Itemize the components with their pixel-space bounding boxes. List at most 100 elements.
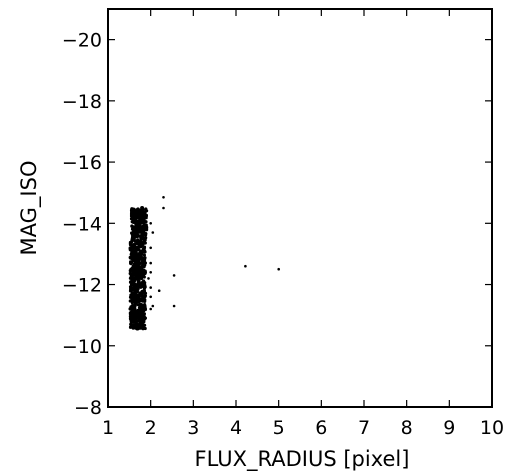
cluster-density-point bbox=[129, 256, 133, 260]
cluster-density-point bbox=[139, 311, 143, 315]
cluster-density-point bbox=[144, 214, 148, 218]
cluster-density-point bbox=[131, 326, 135, 330]
cluster-density-point bbox=[141, 327, 145, 331]
cluster-density-point bbox=[137, 267, 141, 271]
x-axis-ticks: 1 2 3 4 5 6 7 8 9 10 bbox=[102, 9, 504, 439]
cluster-density-point bbox=[131, 254, 135, 259]
outlier-point bbox=[149, 246, 152, 250]
cluster-density-point bbox=[140, 220, 144, 225]
x-tick-label: 1 bbox=[102, 417, 114, 439]
cluster-density-point bbox=[140, 234, 144, 238]
x-tick-label: 2 bbox=[145, 417, 157, 439]
cluster-density-point bbox=[141, 231, 145, 235]
cluster-density-point bbox=[133, 317, 138, 321]
cluster-density-point bbox=[142, 309, 146, 313]
cluster-density-point bbox=[142, 304, 147, 308]
cluster-density-point bbox=[143, 249, 147, 253]
outlier-point bbox=[149, 295, 152, 299]
y-axis-ticks: −20 −18 −16 −14 −12 −10 −8 bbox=[62, 30, 492, 419]
cluster-density-point bbox=[132, 323, 136, 327]
x-axis-label: FLUX_RADIUS [pixel] bbox=[195, 447, 410, 472]
x-tick-label: 6 bbox=[315, 417, 327, 439]
cluster-density-point bbox=[132, 226, 136, 231]
cluster-density-point bbox=[130, 268, 134, 272]
cluster-density-point bbox=[129, 261, 133, 265]
cluster-density-point bbox=[131, 229, 136, 234]
outlier-point bbox=[172, 274, 176, 277]
outlier-point bbox=[162, 196, 165, 199]
outlier-point bbox=[277, 267, 281, 271]
cluster-density-point bbox=[136, 238, 140, 242]
data-points bbox=[128, 196, 281, 331]
y-tick-label: −12 bbox=[62, 275, 102, 297]
cluster-density-point bbox=[141, 260, 145, 264]
cluster-density-point bbox=[136, 273, 140, 277]
cluster-density-point bbox=[134, 285, 138, 289]
cluster-density-point bbox=[143, 241, 147, 245]
cluster-density-point bbox=[134, 222, 138, 226]
cluster-density-point bbox=[132, 250, 136, 255]
cluster-density-point bbox=[131, 305, 135, 309]
cluster-density-point bbox=[129, 321, 133, 325]
x-tick-label: 10 bbox=[480, 417, 504, 439]
cluster-density-point bbox=[135, 289, 139, 294]
cluster-density-point bbox=[136, 254, 140, 259]
cluster-density-point bbox=[130, 247, 134, 251]
cluster-density-point bbox=[139, 208, 143, 213]
cluster-density-point bbox=[140, 243, 144, 247]
plot-area-border bbox=[107, 8, 493, 408]
cluster-density-point bbox=[135, 214, 139, 219]
outlier-point bbox=[244, 264, 247, 268]
cluster-density-point bbox=[135, 297, 139, 301]
cluster-density-point bbox=[133, 239, 137, 243]
cluster-density-point bbox=[133, 258, 137, 262]
cluster-density-point bbox=[136, 281, 140, 285]
cluster-density-point bbox=[131, 291, 135, 295]
cluster-density-point bbox=[136, 293, 140, 297]
cluster-density-point bbox=[142, 298, 146, 303]
cluster-density-point bbox=[138, 291, 142, 295]
cluster-density-point bbox=[143, 238, 147, 242]
y-tick-label: −20 bbox=[62, 30, 102, 52]
outlier-point bbox=[149, 271, 152, 274]
cluster-density-point bbox=[137, 306, 142, 310]
x-tick-label: 5 bbox=[273, 417, 285, 439]
cluster-density-point bbox=[128, 271, 132, 276]
outlier-point bbox=[147, 277, 150, 280]
outlier-point bbox=[151, 304, 155, 308]
cluster-density-point bbox=[144, 233, 148, 237]
cluster-density-point bbox=[136, 247, 140, 251]
cluster-density-point bbox=[139, 277, 143, 281]
cluster-density-point bbox=[132, 210, 136, 214]
outlier-point bbox=[149, 222, 152, 225]
outlier-point bbox=[162, 206, 165, 210]
cluster-density-point bbox=[129, 325, 133, 329]
cluster-density-point bbox=[140, 297, 144, 301]
cluster-density-point bbox=[138, 254, 142, 258]
cluster-density-point bbox=[129, 289, 133, 293]
x-tick-label: 8 bbox=[401, 417, 413, 439]
cluster-density-point bbox=[142, 288, 146, 292]
plot-frame bbox=[107, 8, 493, 408]
cluster-density-point bbox=[143, 210, 147, 214]
y-tick-label: −14 bbox=[62, 213, 102, 235]
cluster-density-point bbox=[142, 245, 147, 249]
cluster-density-point bbox=[128, 316, 133, 320]
outlier-point bbox=[151, 231, 155, 234]
cluster-density-point bbox=[137, 309, 142, 313]
cluster-density-point bbox=[131, 237, 135, 241]
x-tick-label: 3 bbox=[187, 417, 199, 439]
cluster-density-point bbox=[139, 225, 143, 229]
cluster-density-point bbox=[140, 217, 144, 221]
y-tick-label: −10 bbox=[62, 336, 102, 358]
cluster-density-point bbox=[134, 209, 139, 213]
cluster-density-point bbox=[130, 207, 134, 211]
cluster-density-point bbox=[142, 315, 146, 319]
outlier-point bbox=[149, 307, 152, 311]
cluster-density-point bbox=[130, 276, 134, 280]
cluster-density-point bbox=[132, 295, 136, 299]
outlier-point bbox=[149, 261, 152, 265]
cluster-density-point bbox=[139, 323, 143, 327]
cluster-density-point bbox=[138, 229, 142, 233]
cluster-density-point bbox=[140, 320, 144, 324]
